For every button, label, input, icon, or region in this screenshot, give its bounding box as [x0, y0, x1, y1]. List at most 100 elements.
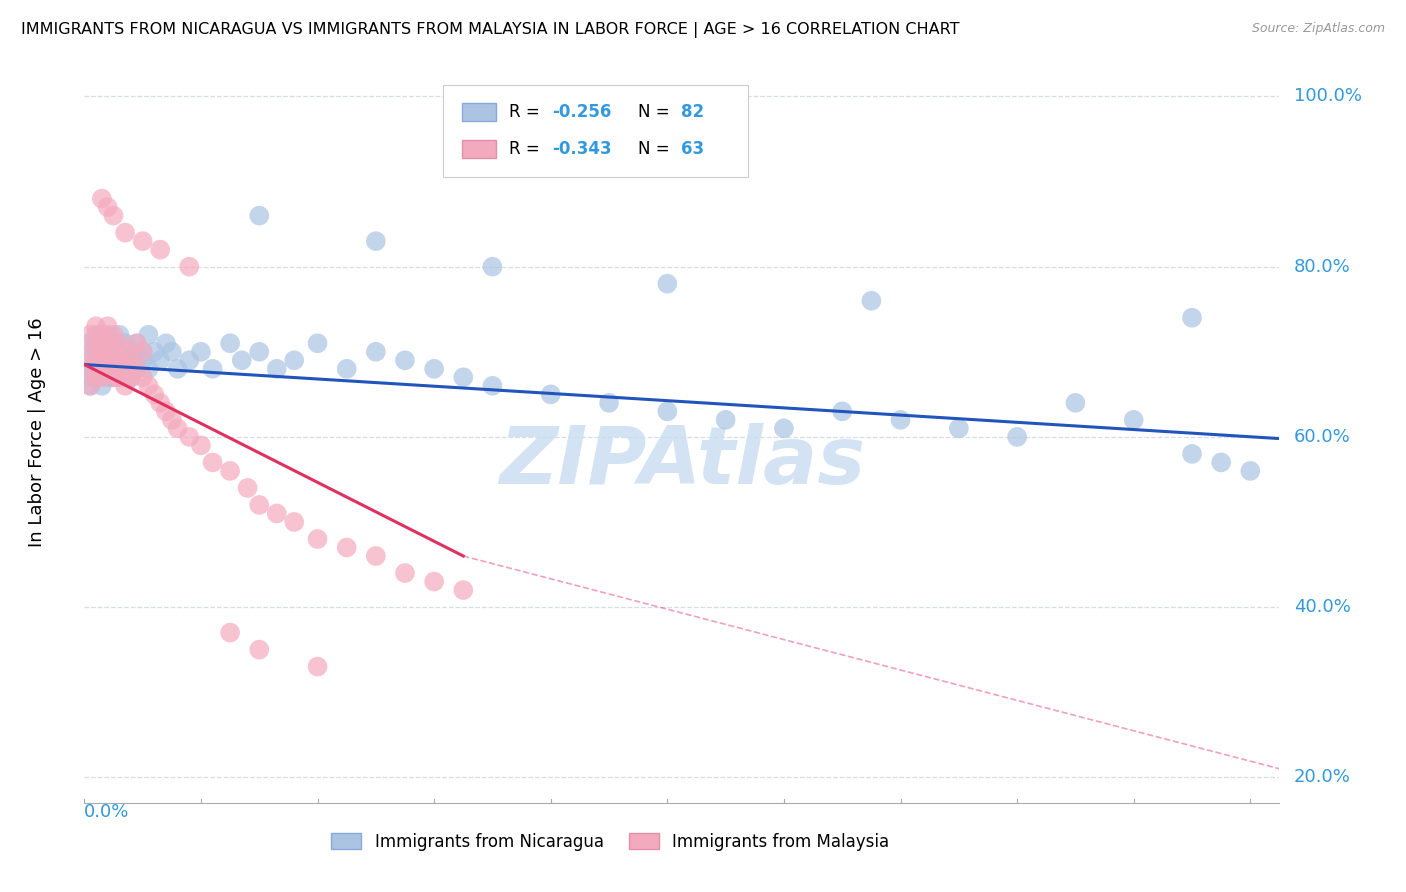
- Point: [79, 370, 101, 384]
- Point: [120, 353, 142, 368]
- Point: [79, 336, 101, 351]
- Point: [90, 192, 112, 206]
- Point: [219, 464, 242, 478]
- Point: [307, 336, 329, 351]
- Point: [120, 370, 142, 384]
- Text: 63: 63: [681, 140, 704, 158]
- Point: [307, 659, 329, 673]
- Point: [90, 353, 112, 368]
- Point: [149, 396, 172, 410]
- Point: [336, 361, 359, 376]
- Point: [108, 361, 131, 376]
- Point: [201, 455, 224, 469]
- Point: [453, 582, 475, 597]
- Point: [138, 379, 160, 393]
- Point: [1064, 396, 1087, 410]
- Point: [190, 344, 212, 359]
- Point: [179, 260, 201, 274]
- Point: [97, 370, 120, 384]
- Point: [364, 549, 387, 563]
- Point: [97, 327, 120, 342]
- Point: [103, 327, 125, 342]
- FancyBboxPatch shape: [463, 103, 496, 121]
- Text: 40.0%: 40.0%: [1294, 598, 1351, 616]
- Point: [97, 200, 120, 214]
- Point: [143, 387, 166, 401]
- Point: [540, 387, 562, 401]
- Point: [90, 327, 112, 342]
- Point: [160, 344, 183, 359]
- Point: [120, 344, 142, 359]
- Point: [84, 370, 107, 384]
- Point: [90, 336, 112, 351]
- Point: [1122, 413, 1144, 427]
- Text: 0.0%: 0.0%: [84, 803, 129, 821]
- Text: 60.0%: 60.0%: [1294, 428, 1351, 446]
- Point: [247, 209, 270, 223]
- Point: [283, 515, 305, 529]
- Point: [84, 327, 107, 342]
- Point: [1239, 464, 1261, 478]
- Point: [266, 361, 288, 376]
- Text: N =: N =: [638, 103, 675, 121]
- Point: [1211, 455, 1233, 469]
- Point: [657, 277, 679, 291]
- Point: [131, 370, 153, 384]
- Point: [97, 361, 120, 376]
- Point: [108, 353, 131, 368]
- Point: [1181, 447, 1204, 461]
- Point: [423, 361, 446, 376]
- Point: [97, 353, 120, 368]
- Point: [889, 413, 911, 427]
- Point: [103, 361, 125, 376]
- Point: [90, 327, 112, 342]
- Point: [481, 379, 503, 393]
- Point: [598, 396, 620, 410]
- Text: In Labor Force | Age > 16: In Labor Force | Age > 16: [28, 318, 45, 548]
- Text: N =: N =: [638, 140, 675, 158]
- Point: [108, 353, 131, 368]
- Point: [179, 353, 201, 368]
- Point: [423, 574, 446, 589]
- Point: [1181, 310, 1204, 325]
- Point: [166, 361, 188, 376]
- Point: [84, 336, 107, 351]
- Point: [103, 370, 125, 384]
- Point: [190, 438, 212, 452]
- Point: [166, 421, 188, 435]
- Text: Source: ZipAtlas.com: Source: ZipAtlas.com: [1251, 22, 1385, 36]
- Text: R =: R =: [509, 103, 546, 121]
- Point: [108, 344, 131, 359]
- Point: [394, 566, 416, 580]
- Point: [336, 541, 359, 555]
- Point: [90, 361, 112, 376]
- Point: [103, 361, 125, 376]
- Point: [103, 209, 125, 223]
- Point: [657, 404, 679, 418]
- Point: [453, 370, 475, 384]
- Point: [307, 532, 329, 546]
- Point: [97, 319, 120, 334]
- Point: [90, 344, 112, 359]
- Point: [84, 353, 107, 368]
- Point: [84, 344, 107, 359]
- Point: [155, 404, 177, 418]
- Point: [114, 361, 136, 376]
- Point: [84, 319, 107, 334]
- Point: [114, 226, 136, 240]
- Point: [247, 642, 270, 657]
- Point: [90, 379, 112, 393]
- Point: [120, 353, 142, 368]
- Point: [79, 344, 101, 359]
- Point: [155, 336, 177, 351]
- Point: [97, 336, 120, 351]
- Point: [149, 243, 172, 257]
- Point: [219, 336, 242, 351]
- Point: [108, 327, 131, 342]
- Point: [90, 344, 112, 359]
- Point: [103, 344, 125, 359]
- Legend: Immigrants from Nicaragua, Immigrants from Malaysia: Immigrants from Nicaragua, Immigrants fr…: [325, 826, 896, 857]
- Point: [125, 361, 148, 376]
- Point: [114, 336, 136, 351]
- Point: [266, 507, 288, 521]
